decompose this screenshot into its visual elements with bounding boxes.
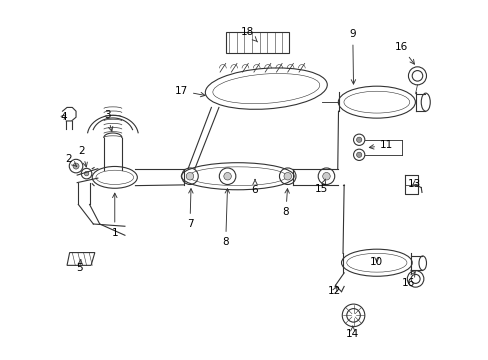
Text: 12: 12 bbox=[327, 286, 341, 296]
Text: 2: 2 bbox=[79, 146, 87, 167]
Text: 17: 17 bbox=[174, 86, 204, 97]
Text: 7: 7 bbox=[186, 189, 193, 229]
Circle shape bbox=[356, 152, 361, 157]
Text: 2: 2 bbox=[65, 154, 77, 166]
Text: 9: 9 bbox=[349, 30, 355, 84]
Circle shape bbox=[322, 172, 329, 180]
Circle shape bbox=[186, 172, 193, 180]
Text: 4: 4 bbox=[60, 112, 66, 122]
Text: 6: 6 bbox=[251, 180, 258, 195]
Text: 15: 15 bbox=[314, 179, 327, 194]
Circle shape bbox=[73, 163, 79, 169]
Text: 16: 16 bbox=[401, 272, 414, 288]
Text: 3: 3 bbox=[104, 110, 113, 131]
Text: 5: 5 bbox=[76, 260, 83, 273]
Text: 14: 14 bbox=[346, 326, 359, 339]
Circle shape bbox=[224, 172, 231, 180]
Text: 8: 8 bbox=[222, 189, 229, 247]
Text: 10: 10 bbox=[369, 257, 383, 267]
Text: 11: 11 bbox=[368, 140, 392, 150]
Text: 8: 8 bbox=[282, 189, 289, 217]
Text: 1: 1 bbox=[111, 193, 118, 238]
Text: 13: 13 bbox=[407, 179, 420, 189]
Text: 16: 16 bbox=[394, 42, 414, 64]
Circle shape bbox=[284, 172, 291, 180]
Circle shape bbox=[356, 137, 361, 143]
Circle shape bbox=[84, 171, 89, 176]
Text: 18: 18 bbox=[241, 27, 257, 42]
